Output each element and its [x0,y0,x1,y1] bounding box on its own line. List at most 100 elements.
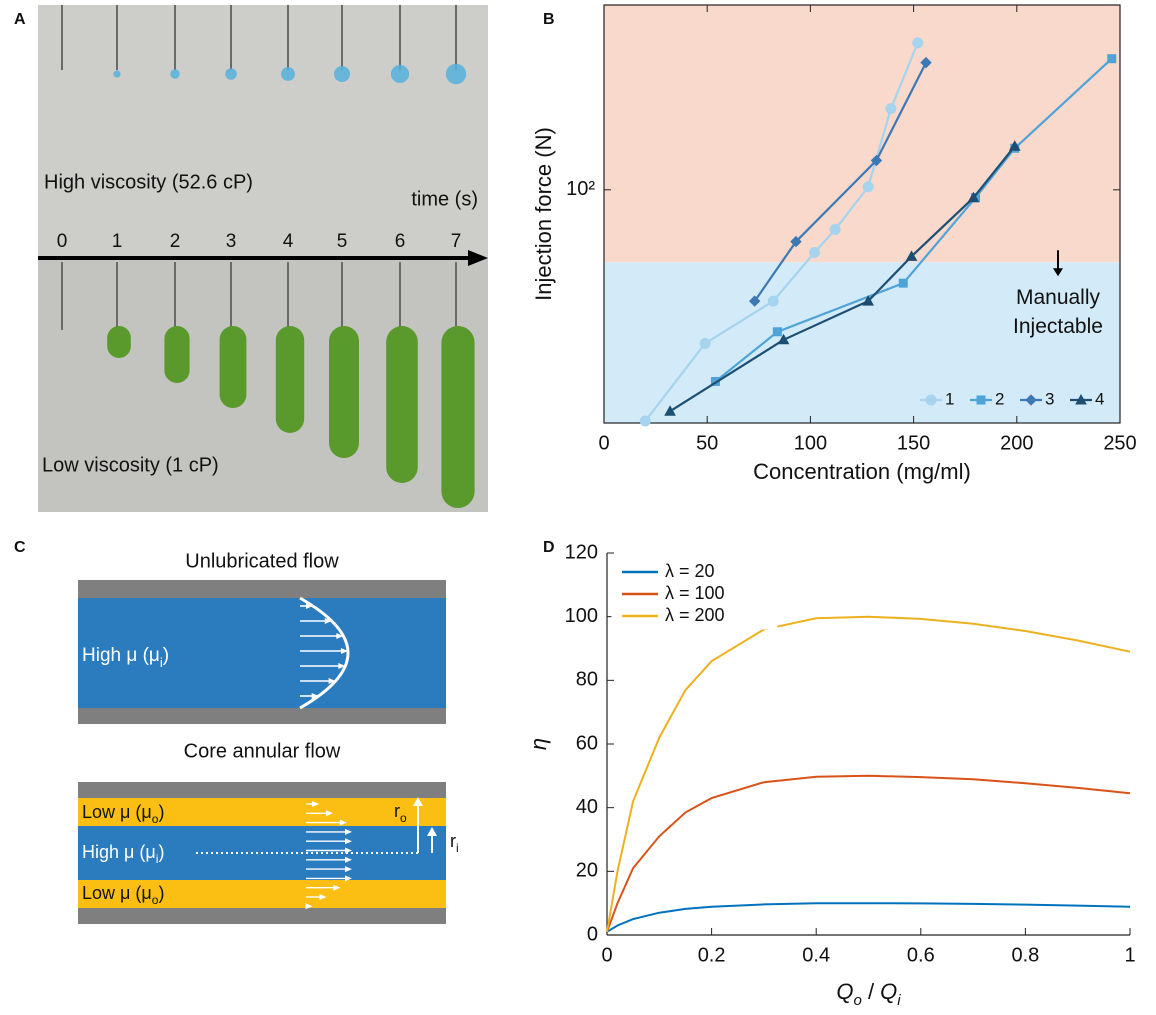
legend-label: 3 [1045,389,1054,408]
time-label: 4 [283,231,294,252]
diagram-unlubricated [78,580,446,724]
arrow-head [413,797,423,806]
legend-label: 1 [945,389,954,408]
series-line [606,902,1131,933]
marker [967,191,980,203]
time-label: 2 [170,231,181,252]
x-tick-label: 0.4 [802,944,830,966]
arrow-head [339,819,347,826]
arrow-head [345,847,352,854]
y-tick-label: 40 [576,796,598,818]
y-tick-label: 10² [566,178,595,200]
radius-label: ri [450,831,459,855]
arrow-head [468,250,488,266]
label-part: ) [163,645,169,666]
x-tick-label: 1 [1124,944,1135,966]
label-part: ) [158,842,164,862]
marker [976,395,986,405]
arrow-head [305,903,313,910]
time-label: 3 [226,231,237,252]
marker [885,103,897,115]
time-label: 6 [395,231,406,252]
label-part: / [862,979,880,1004]
arrow-head [345,828,352,835]
marker [1075,393,1087,405]
diagram-labels: Unlubricated flow Core annular flow High… [82,550,459,907]
dye-plume [386,326,418,483]
time-label: 0 [57,231,68,252]
region-below [604,262,1120,423]
diagram-title: Unlubricated flow [185,550,339,572]
photo-top [38,5,488,258]
legend-label: λ = 200 [665,605,725,625]
fluid-label: Low μ (μo) [82,883,164,907]
marker [920,56,932,69]
x-tick-label: 100 [794,432,827,454]
chart: 0 0.2 0.4 0.6 0.8 1 0 20 40 60 80 100 120 Qo / Qi η λ =… [526,541,1136,1009]
marker [1107,54,1117,64]
x-axis-label: Concentration (mg/ml) [753,459,971,484]
arrow-head [312,801,319,807]
arrow-head [324,618,332,624]
arrow-head [345,856,352,863]
dye-plume [275,326,305,433]
arrow-head [336,633,344,639]
label-subscript: o [853,992,861,1009]
y-tick-label: 100 [565,605,598,627]
x-tick-label: 200 [1000,432,1033,454]
marker [870,154,883,167]
arrow-head [345,838,352,845]
arrow-head [338,663,346,669]
legend-label: λ = 100 [665,583,725,603]
x-tick-label: 50 [696,432,718,454]
marker [912,37,924,49]
time-label: 1 [112,231,123,252]
label-part: ) [158,883,164,903]
marker [1008,140,1021,151]
dye-drop [225,68,237,80]
marker [1025,394,1037,406]
wall [78,782,446,798]
label-subscript: o [152,812,159,826]
marker [767,295,779,307]
label-part: High μ (μ [82,645,160,666]
y-axis-label: Injection force (N) [531,127,556,301]
dye-plume [329,326,359,458]
photo-label: High viscosity (52.6 cP) [44,171,253,193]
label-subscript: o [400,811,407,825]
marker [777,333,790,345]
label-subscript: i [897,992,901,1009]
wall [78,908,446,924]
arrow-head [311,693,319,699]
photo-label: time (s) [411,188,478,210]
x-tick-label: 0.2 [698,944,726,966]
label-part: Q [880,979,897,1004]
panel-label: A [14,11,26,28]
marker [639,415,651,427]
legend-label: 2 [995,389,1004,408]
dye-drop [281,67,295,81]
marker [829,223,841,235]
arrow-head [325,810,333,817]
label-part: r [450,831,456,851]
arrow-head [333,884,341,891]
dye-plume [441,326,475,508]
wall [78,580,446,598]
annular-fluid [78,798,446,826]
label-subscript: i [156,852,159,866]
label-part: Low μ (μ [82,883,152,903]
arrow-head [305,603,313,609]
chart: 0 50 100 150 200 250 10² Concentration (mg/ml) I… [531,4,1137,484]
panel-label: D [543,539,555,556]
wall [78,708,446,724]
y-tick-label: 20 [576,860,598,882]
legend-label: λ = 20 [665,561,715,581]
arrow-head [427,827,437,836]
panel-label: C [14,539,26,556]
y-tick-label: 80 [576,669,598,691]
label-subscript: i [456,841,459,855]
region-above [604,5,1120,263]
arrow-head [345,875,352,882]
label-subscript: i [160,655,163,670]
